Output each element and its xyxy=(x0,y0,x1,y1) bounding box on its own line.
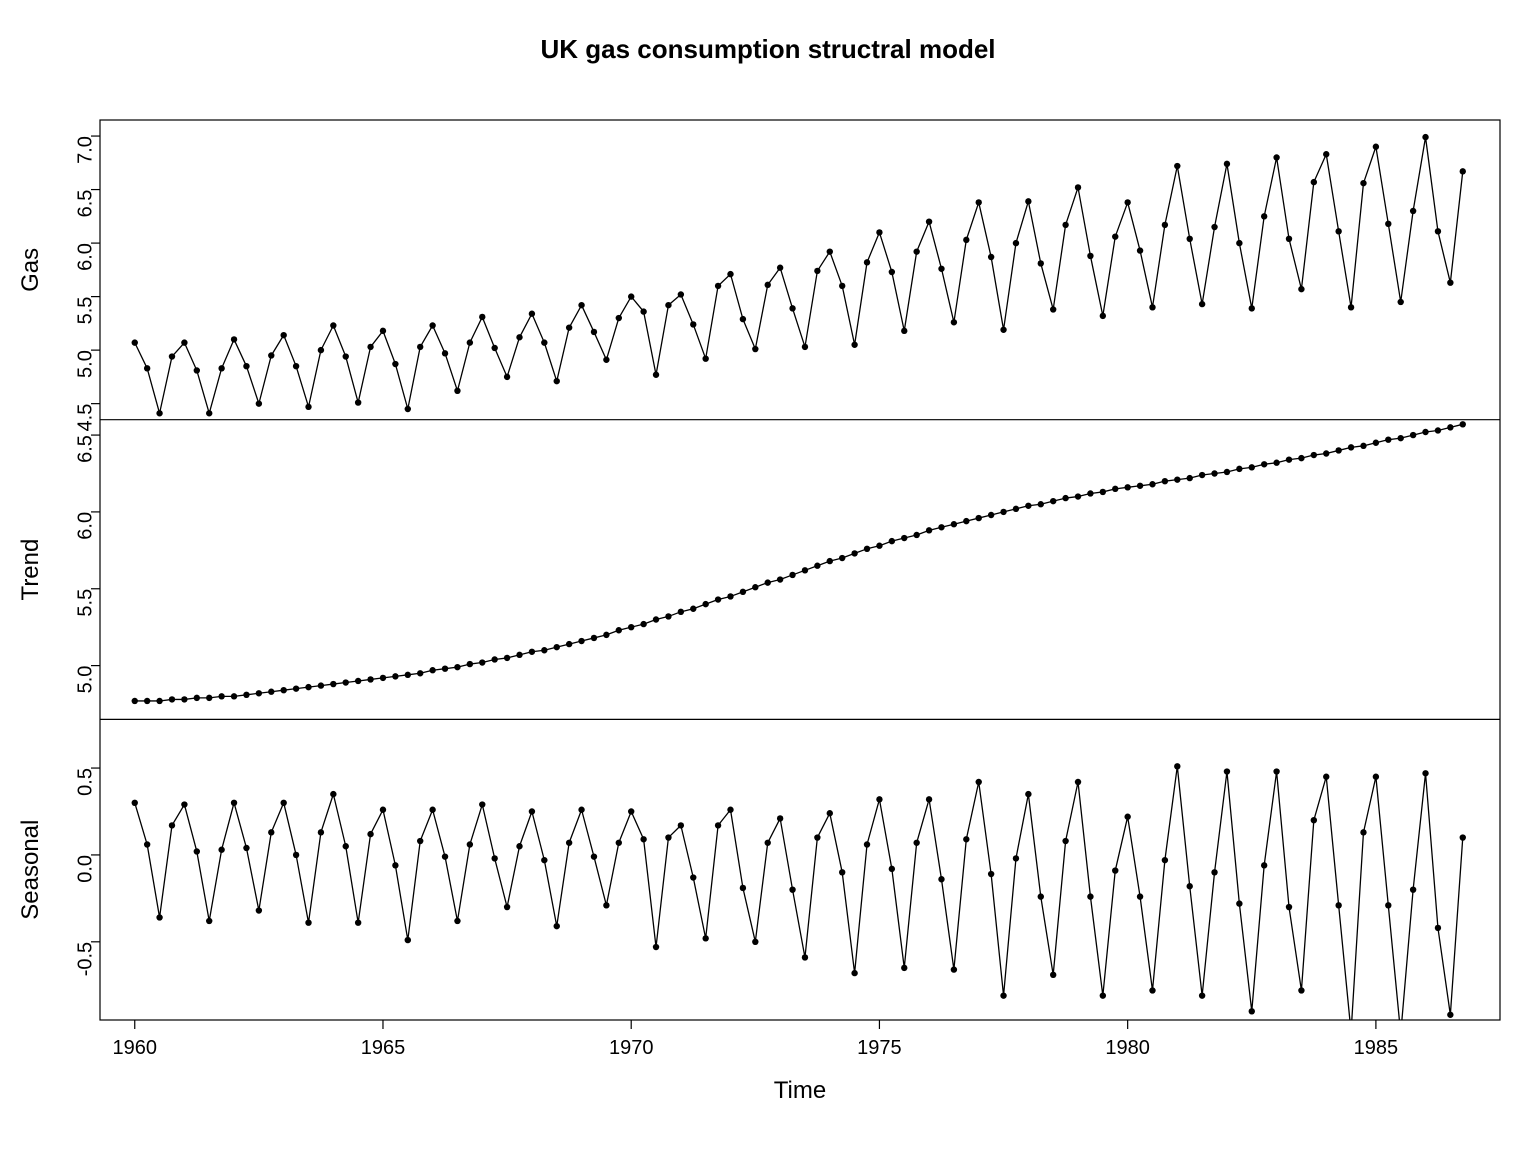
y-tick-label: 4.5 xyxy=(74,404,96,432)
panel-label: Trend xyxy=(17,539,44,601)
y-tick-label: -0.5 xyxy=(74,942,96,976)
x-tick-label: 1970 xyxy=(609,1037,654,1059)
y-tick-label: 5.0 xyxy=(74,666,96,694)
x-tick-label: 1985 xyxy=(1354,1037,1399,1059)
y-tick-label: 6.0 xyxy=(74,243,96,271)
y-tick-label: 6.5 xyxy=(74,190,96,218)
y-tick-label: 5.5 xyxy=(74,589,96,617)
y-tick-label: 0.0 xyxy=(74,855,96,883)
x-tick-label: 1975 xyxy=(857,1037,902,1059)
x-tick-label: 1980 xyxy=(1105,1037,1150,1059)
chart-title: UK gas consumption structral model xyxy=(540,34,995,64)
y-tick-label: 5.0 xyxy=(74,350,96,378)
panel-label: Gas xyxy=(17,248,44,292)
y-tick-label: 7.0 xyxy=(74,136,96,164)
x-axis-label: Time xyxy=(774,1077,826,1104)
panel-label: Seasonal xyxy=(17,820,44,920)
y-tick-label: 6.0 xyxy=(74,512,96,540)
x-tick-label: 1965 xyxy=(361,1037,406,1059)
x-tick-label: 1960 xyxy=(113,1037,158,1059)
y-tick-label: 6.5 xyxy=(74,435,96,463)
y-tick-label: 5.5 xyxy=(74,297,96,325)
structural-model-chart: UK gas consumption structral model 1960 19… xyxy=(0,0,1536,1152)
y-tick-label: 0.5 xyxy=(74,768,96,796)
